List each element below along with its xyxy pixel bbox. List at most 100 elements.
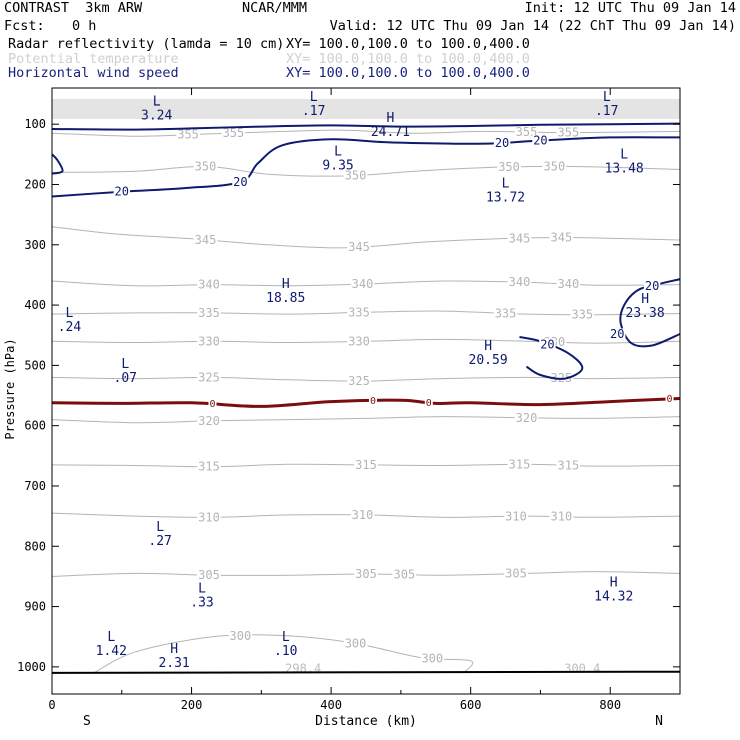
theta-label-335: 335 bbox=[348, 305, 370, 319]
theta-label-340-bg bbox=[350, 278, 375, 291]
terrain-line bbox=[51, 670, 681, 674]
theta-label-315-bg bbox=[556, 459, 581, 472]
extremum-high-marker: H bbox=[641, 292, 649, 307]
theta-label-340: 340 bbox=[509, 275, 531, 289]
theta-label-350: 350 bbox=[195, 159, 217, 173]
theta-label-345-bg bbox=[347, 241, 371, 254]
theta-label-355: 355 bbox=[558, 126, 580, 140]
wind-label-20-bg bbox=[232, 176, 249, 189]
zero-contour-label-bg bbox=[368, 395, 377, 406]
theta-label-315-bg bbox=[197, 461, 221, 474]
theta-label-320-bg bbox=[197, 415, 221, 428]
theta-label-300: 300 bbox=[421, 651, 443, 665]
theta-label-335: 335 bbox=[495, 306, 517, 320]
theta-label-315-bg bbox=[354, 459, 378, 472]
theta-label-340: 340 bbox=[352, 277, 374, 291]
zero-contour-label: 0 bbox=[370, 396, 376, 407]
extremum-value: 14.32 bbox=[594, 590, 633, 605]
extremum-low-marker: L bbox=[156, 520, 164, 535]
zero-contour-label: 0 bbox=[209, 399, 215, 410]
theta-label-355: 355 bbox=[177, 128, 199, 142]
y-tick-label: 1000 bbox=[17, 660, 46, 674]
y-tick-label: 200 bbox=[24, 177, 46, 191]
theta-label-335-bg bbox=[570, 309, 595, 322]
zero-contour-line bbox=[51, 397, 681, 408]
theta-label-310-bg bbox=[350, 509, 375, 522]
x-end-label-right: N bbox=[655, 714, 663, 729]
y-tick-label: 700 bbox=[24, 479, 46, 493]
theta-label-325-bg bbox=[347, 375, 371, 388]
field-name-wind: Horizontal wind speed bbox=[8, 65, 179, 81]
theta-label-355-bg bbox=[176, 128, 200, 141]
theta-label-300-bg bbox=[420, 652, 445, 665]
theta-label-320: 320 bbox=[198, 414, 220, 428]
wind-label-20: 20 bbox=[610, 327, 624, 341]
institution: NCAR/MMM bbox=[242, 0, 308, 16]
field-xy-wind: XY= 100.0,100.0 to 100.0,400.0 bbox=[286, 65, 530, 81]
field-name-theta: Potential temperature bbox=[8, 51, 179, 67]
theta-label-305: 305 bbox=[505, 567, 527, 581]
theta-label-340: 340 bbox=[198, 278, 220, 292]
extremum-low-marker: L bbox=[603, 90, 611, 105]
upper-boundary-hatch bbox=[52, 99, 680, 119]
theta-label-315: 315 bbox=[558, 458, 580, 472]
theta-label-310-bg bbox=[549, 511, 574, 524]
x-end-label-left: S bbox=[83, 714, 91, 729]
wind-contour-left-edge bbox=[51, 153, 64, 175]
terrain-surface bbox=[51, 670, 681, 674]
y-tick-label: 800 bbox=[24, 539, 46, 553]
theta-label-305-bg bbox=[354, 568, 378, 581]
theta-label-335: 335 bbox=[571, 308, 593, 322]
theta-label-325-bg bbox=[197, 371, 221, 384]
theta-label-300-bg bbox=[343, 637, 368, 650]
theta-label-300: 300 bbox=[345, 637, 367, 651]
theta-label-335-bg bbox=[347, 306, 371, 319]
wind-label-20: 20 bbox=[233, 175, 247, 189]
extremum-high-marker: H bbox=[282, 277, 290, 292]
forecast-hour: 0 h bbox=[72, 18, 97, 34]
extremum-value: 13.72 bbox=[486, 190, 525, 205]
theta-label-330-bg bbox=[347, 335, 371, 348]
wind-label-20-bg bbox=[539, 338, 556, 351]
theta-label-335-bg bbox=[197, 307, 221, 320]
zero-contour-label-bg bbox=[208, 398, 217, 409]
extremum-high-marker: H bbox=[610, 576, 618, 591]
extremum-value: .27 bbox=[148, 534, 171, 549]
x-tick-label: 400 bbox=[320, 698, 342, 712]
theta-label-350: 350 bbox=[544, 160, 566, 174]
extremum-low-marker: L bbox=[502, 176, 510, 191]
extremum-low-marker: L bbox=[282, 630, 290, 645]
theta-label-315: 315 bbox=[355, 458, 377, 472]
theta-label-315: 315 bbox=[198, 460, 220, 474]
x-tick-label: 0 bbox=[48, 698, 55, 712]
extremum-value: 23.38 bbox=[626, 306, 665, 321]
extremum-value: 2.31 bbox=[158, 656, 189, 671]
theta-label-305-bg bbox=[392, 569, 417, 582]
extremum-low-marker: L bbox=[620, 147, 628, 162]
theta-label-350-bg bbox=[497, 161, 521, 174]
y-tick-label: 500 bbox=[24, 358, 46, 372]
y-axis-title: Pressure (hPa) bbox=[3, 338, 17, 439]
theta-label-305: 305 bbox=[198, 568, 220, 582]
theta-label-300: 300 bbox=[230, 629, 252, 643]
theta-point-label: 300.4 bbox=[564, 662, 600, 676]
theta-label-345: 345 bbox=[348, 240, 370, 254]
theta-label-350-bg bbox=[542, 160, 567, 173]
field-name-reflectivity: Radar reflectivity (lamda = 10 cm) bbox=[8, 36, 285, 52]
theta-label-315: 315 bbox=[509, 457, 531, 471]
theta-label-345-bg bbox=[193, 234, 218, 247]
plot-frame bbox=[51, 87, 681, 695]
theta-label-350: 350 bbox=[345, 168, 367, 182]
extremum-value: 18.85 bbox=[266, 291, 305, 306]
theta-label-340-bg bbox=[507, 276, 532, 289]
wind-contours: 20 20 20 20 20 20 20 bbox=[51, 122, 681, 380]
theta-label-310-bg bbox=[504, 510, 528, 523]
theta-label-355: 355 bbox=[223, 126, 245, 140]
theta-label-335-bg bbox=[493, 307, 518, 320]
theta-label-330-bg bbox=[197, 335, 221, 348]
extremum-low-marker: L bbox=[66, 306, 74, 321]
forecast-label: Fcst: bbox=[4, 18, 45, 34]
init-time: Init: 12 UTC Thu 09 Jan 14 bbox=[524, 0, 736, 16]
